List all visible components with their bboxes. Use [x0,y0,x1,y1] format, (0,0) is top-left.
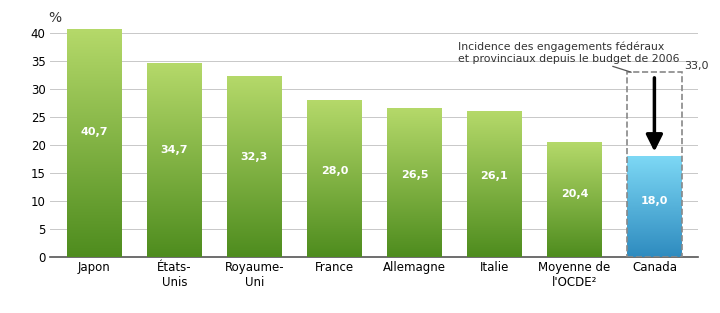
Text: 40,7: 40,7 [81,126,108,136]
Bar [627,72,682,257]
Text: 26,5: 26,5 [400,170,428,180]
Text: 34,7: 34,7 [161,145,188,155]
Text: 18,0: 18,0 [641,196,668,206]
Text: 20,4: 20,4 [561,189,588,199]
Text: 26,1: 26,1 [480,172,508,182]
Text: %: % [48,11,61,25]
Text: Incidence des engagements fédéraux
et provinciaux depuis le budget de 2006: Incidence des engagements fédéraux et pr… [459,41,680,72]
Text: 32,3: 32,3 [240,152,268,162]
Text: 28,0: 28,0 [320,166,348,176]
Text: 33,0: 33,0 [684,60,708,70]
